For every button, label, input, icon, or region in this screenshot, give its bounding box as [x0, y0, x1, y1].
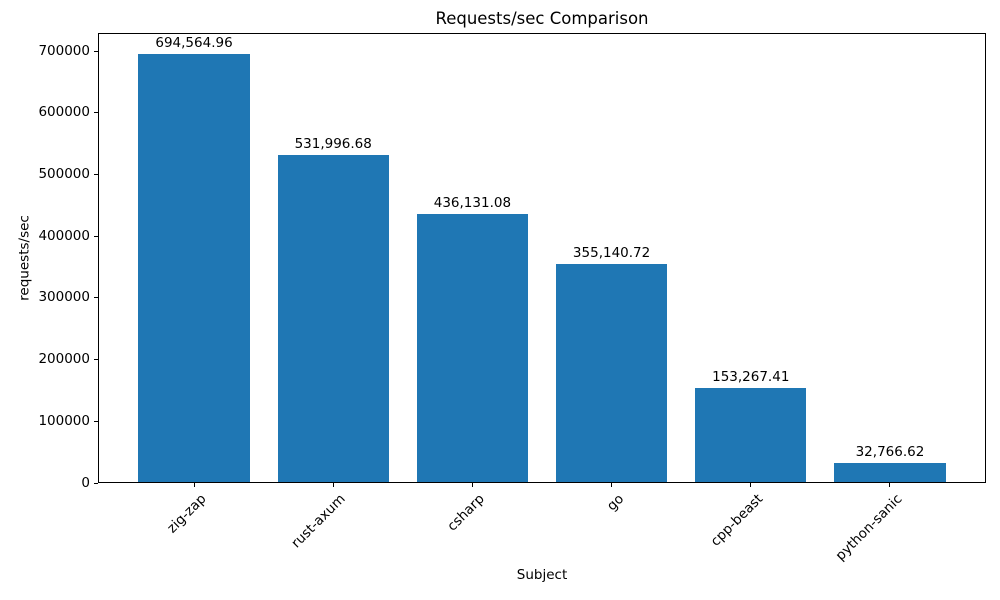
- y-axis-tick-label: 500000: [38, 165, 90, 182]
- y-axis-tick-label: 400000: [38, 227, 90, 244]
- y-axis-tick: [94, 112, 98, 114]
- x-axis-tick: [193, 483, 195, 487]
- x-axis-label: Subject: [516, 567, 568, 583]
- x-axis-category-label: csharp: [444, 491, 488, 535]
- y-axis-tick: [94, 50, 98, 52]
- x-axis-category-label: go: [603, 491, 627, 515]
- y-axis-tick: [94, 482, 98, 484]
- x-axis-tick: [889, 483, 891, 487]
- y-axis-tick: [94, 173, 98, 175]
- bar-csharp: [416, 213, 529, 482]
- bar-value-label: 153,267.41: [712, 369, 790, 386]
- x-axis-category-label: rust-axum: [288, 491, 349, 552]
- y-axis-tick: [94, 235, 98, 237]
- bar-python-sanic: [834, 462, 946, 482]
- bar-go: [555, 263, 668, 482]
- y-axis-tick-label: 200000: [38, 351, 90, 368]
- bar-value-label: 531,996.68: [294, 135, 372, 152]
- bar-value-label: 436,131.08: [433, 194, 512, 211]
- y-axis-tick-label: 600000: [38, 104, 90, 121]
- y-axis-tick-label: 100000: [38, 412, 90, 429]
- y-axis-tick: [94, 359, 98, 361]
- bar-rust-axum: [277, 154, 389, 482]
- x-axis-tick: [471, 483, 473, 487]
- bar-cpp-beast: [695, 388, 807, 482]
- x-axis-tick: [332, 483, 334, 487]
- bar-zig-zap: [138, 54, 250, 482]
- x-axis-tick: [750, 483, 752, 487]
- bar-value-label: 355,140.72: [572, 244, 651, 261]
- x-axis-category-label: python-sanic: [832, 491, 906, 564]
- y-axis-tick-label: 300000: [38, 289, 90, 306]
- chart-title: Requests/sec Comparison: [435, 9, 649, 28]
- y-axis-label: requests/sec: [16, 215, 33, 301]
- y-axis-tick-label: 0: [81, 474, 90, 491]
- x-axis-tick: [611, 483, 613, 487]
- bar-value-label: 32,766.62: [855, 443, 925, 460]
- x-axis-category-label: cpp-beast: [707, 491, 767, 550]
- x-axis-category-label: zig-zap: [163, 491, 210, 537]
- y-axis-tick: [94, 297, 98, 299]
- y-axis-tick: [94, 420, 98, 422]
- y-axis-tick-label: 700000: [38, 42, 90, 59]
- bar-value-label: 694,564.96: [155, 35, 233, 52]
